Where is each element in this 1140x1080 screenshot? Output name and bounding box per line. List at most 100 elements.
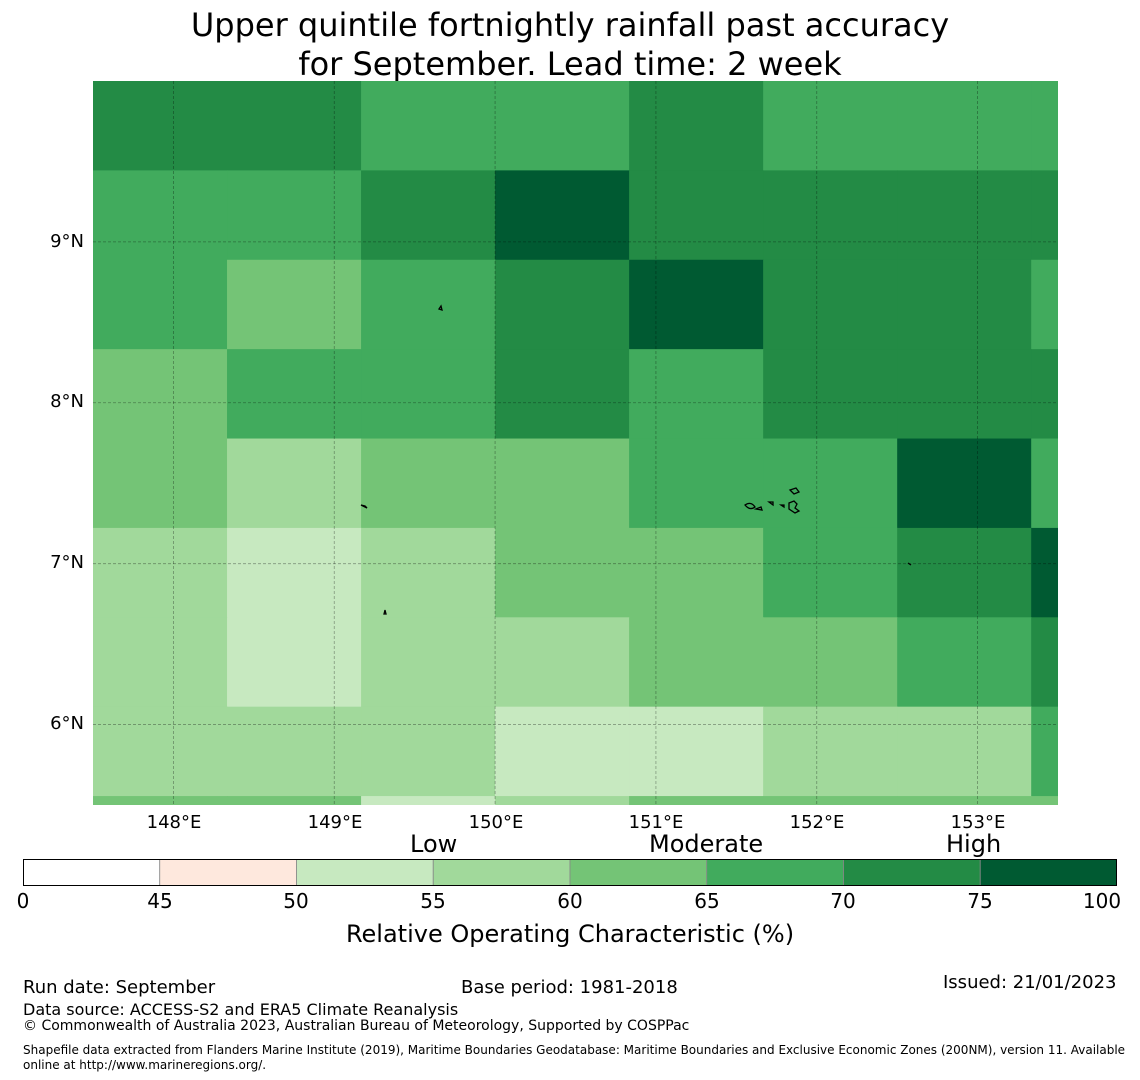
map-cell xyxy=(93,796,228,805)
lon-label-148e: 148°E xyxy=(146,812,202,833)
colorbar xyxy=(23,859,1117,886)
map-cell xyxy=(763,527,898,618)
colorbar-tick-100: 100 xyxy=(1082,889,1122,913)
map-title-line2: for September. Lead time: 2 week xyxy=(298,45,842,83)
map-cell xyxy=(763,706,898,797)
map-cell xyxy=(897,170,1032,261)
colorbar-swatch xyxy=(432,859,571,886)
map-cell xyxy=(361,706,496,797)
map-cell xyxy=(897,259,1032,350)
lat-label-9n: 9°N xyxy=(50,231,84,252)
category-high: High xyxy=(946,830,1002,858)
colorbar-tick-55: 55 xyxy=(420,889,446,913)
map-cell xyxy=(1031,617,1058,708)
map-cell xyxy=(1031,349,1058,440)
map-cell xyxy=(93,259,228,350)
map-cell xyxy=(93,438,228,529)
map-cell xyxy=(629,706,764,797)
map-cell xyxy=(93,617,228,708)
map-cell xyxy=(227,349,362,440)
map-cell xyxy=(361,796,496,805)
map-cell xyxy=(897,81,1032,171)
map-cell xyxy=(629,617,764,708)
map-cell xyxy=(1031,796,1058,805)
colorbar-swatch xyxy=(979,859,1117,886)
rainfall-accuracy-map xyxy=(93,81,1058,805)
map-cell xyxy=(763,617,898,708)
map-cell xyxy=(361,170,496,261)
colorbar-tick-70: 70 xyxy=(830,889,856,913)
map-cell xyxy=(763,438,898,529)
map-cell xyxy=(495,170,630,261)
lon-label-150e: 150°E xyxy=(468,812,524,833)
category-moderate: Moderate xyxy=(649,830,764,858)
map-cell xyxy=(1031,81,1058,171)
colorbar-swatch xyxy=(159,859,297,886)
map-cell xyxy=(495,617,630,708)
map-cell xyxy=(361,259,496,350)
map-cell xyxy=(897,527,1032,618)
map-cell xyxy=(763,259,898,350)
map-cell xyxy=(629,438,764,529)
lat-label-8n: 8°N xyxy=(50,391,84,412)
colorbar-swatch xyxy=(23,859,161,886)
map-cell xyxy=(1031,259,1058,350)
map-cell xyxy=(93,527,228,618)
map-cell xyxy=(763,81,898,171)
map-cell xyxy=(227,617,362,708)
map-cell xyxy=(763,170,898,261)
map-cell xyxy=(227,706,362,797)
colorbar-swatch xyxy=(296,859,434,886)
map-cell xyxy=(763,349,898,440)
map-cell xyxy=(1031,170,1058,261)
colorbar-swatch xyxy=(569,859,708,886)
map-cell xyxy=(495,438,630,529)
map-cell xyxy=(227,527,362,618)
colorbar-tick-75: 75 xyxy=(967,889,993,913)
lat-label-6n: 6°N xyxy=(50,713,84,734)
map-cell xyxy=(763,796,898,805)
copyright-notice: © Commonwealth of Australia 2023, Austra… xyxy=(23,1018,690,1034)
map-cell xyxy=(227,438,362,529)
map-cell xyxy=(361,617,496,708)
map-cell xyxy=(1031,527,1058,618)
shapefile-credit-line2: online at http://www.marineregions.org/. xyxy=(23,1058,267,1072)
colorbar-tick-50: 50 xyxy=(283,889,309,913)
map-cell xyxy=(227,81,362,171)
map-cell xyxy=(495,796,630,805)
map-cell xyxy=(629,796,764,805)
colorbar-title: Relative Operating Characteristic (%) xyxy=(345,920,795,948)
base-period: Base period: 1981-2018 xyxy=(461,977,678,998)
colorbar-tick-60: 60 xyxy=(557,889,583,913)
map-cell xyxy=(495,81,630,171)
category-low: Low xyxy=(410,830,458,858)
map-cell xyxy=(93,349,228,440)
map-cell xyxy=(227,796,362,805)
map-cell xyxy=(897,796,1032,805)
map-cell xyxy=(361,438,496,529)
map-gridlines xyxy=(93,81,1058,805)
colorbar-tick-65: 65 xyxy=(694,889,720,913)
lon-label-152e: 152°E xyxy=(789,812,845,833)
island-outlines xyxy=(360,304,912,615)
map-cell xyxy=(629,81,764,171)
map-cell xyxy=(361,81,496,171)
colorbar-swatch xyxy=(843,859,981,886)
colorbar-tick-45: 45 xyxy=(147,889,173,913)
map-cell xyxy=(897,617,1032,708)
colorbar-tick-0: 0 xyxy=(16,889,30,913)
map-cell xyxy=(897,349,1032,440)
map-cell xyxy=(629,349,764,440)
issued-date: Issued: 21/01/2023 xyxy=(943,972,1117,993)
lon-label-153e: 153°E xyxy=(950,812,1006,833)
map-cell xyxy=(495,259,630,350)
map-cell xyxy=(227,259,362,350)
map-cell xyxy=(629,170,764,261)
map-cell xyxy=(495,349,630,440)
shapefile-credit-line1: Shapefile data extracted from Flanders M… xyxy=(23,1043,1126,1057)
data-source: Data source: ACCESS-S2 and ERA5 Climate … xyxy=(23,1000,459,1019)
map-cell xyxy=(1031,706,1058,797)
map-cell xyxy=(1031,438,1058,529)
map-cell xyxy=(495,527,630,618)
run-date: Run date: September xyxy=(23,977,216,998)
